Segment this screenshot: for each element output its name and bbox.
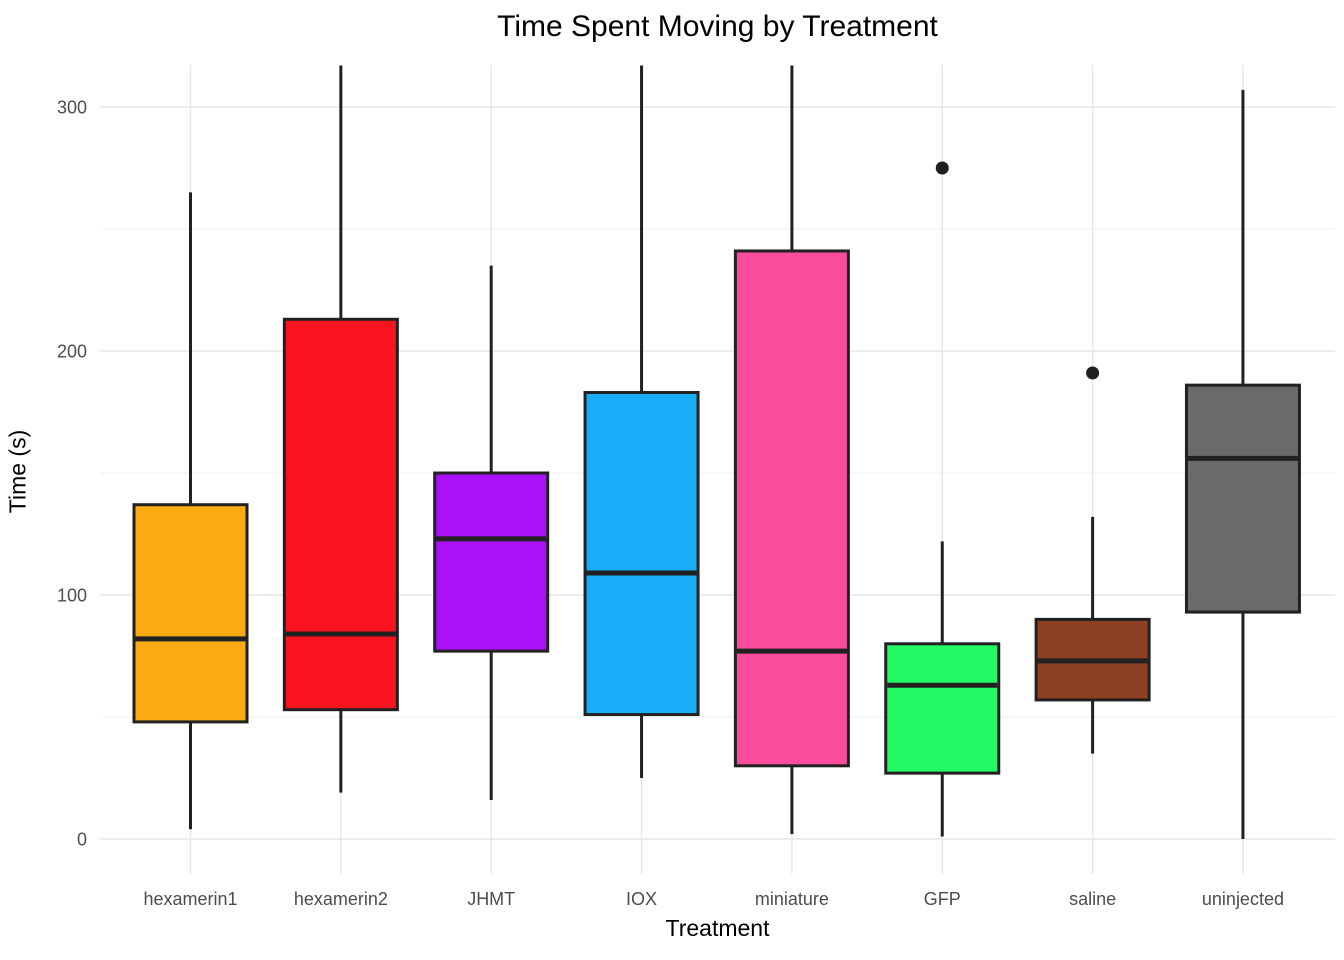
x-axis-title: Treatment [665, 915, 770, 941]
y-tick-label-300: 300 [57, 98, 87, 118]
x-tick-label-hexamerin2: hexamerin2 [294, 889, 388, 909]
y-tick-label-200: 200 [57, 342, 87, 362]
box-IOX [583, 390, 700, 717]
x-tick-label-uninjected: uninjected [1202, 889, 1284, 909]
box-uninjected [1184, 383, 1301, 614]
box-JHMT [433, 471, 550, 653]
x-tick-label-IOX: IOX [626, 889, 657, 909]
box-GFP [884, 642, 1001, 775]
box-hexamerin1 [132, 503, 249, 724]
x-tick-label-hexamerin1: hexamerin1 [143, 889, 237, 909]
x-tick-label-miniature: miniature [755, 889, 829, 909]
y-tick-label-100: 100 [57, 586, 87, 606]
box-hexamerin2 [282, 317, 399, 712]
x-tick-label-JHMT: JHMT [467, 889, 515, 909]
y-tick-label-0: 0 [77, 830, 87, 850]
x-tick-label-saline: saline [1069, 889, 1116, 909]
box-miniature [733, 249, 850, 768]
outlier-GFP-275 [935, 161, 949, 175]
outlier-saline-191 [1086, 366, 1100, 380]
chart-title: Time Spent Moving by Treatment [497, 10, 938, 43]
x-tick-label-GFP: GFP [924, 889, 961, 909]
